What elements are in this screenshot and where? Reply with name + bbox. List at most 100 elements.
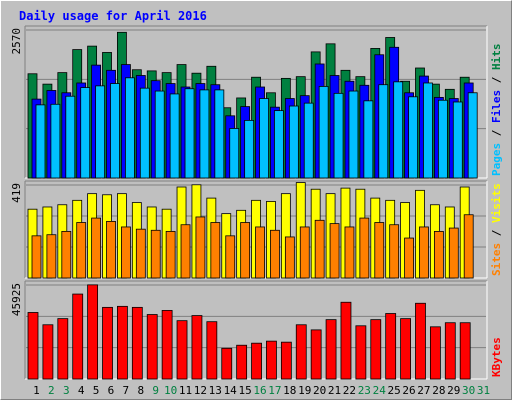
x-tick-label-day-1: 1: [33, 384, 40, 397]
x-tick-label-day-6: 6: [108, 384, 115, 397]
bar-sites-day-25: [389, 224, 400, 279]
bar-sites-day-10: [165, 230, 176, 279]
bar-sites-day-9: [150, 229, 161, 279]
bar-pages-day-22: [348, 90, 359, 179]
bar-kbytes-day-11: [176, 320, 188, 380]
bar-kbytes-day-28: [429, 326, 441, 380]
bar-sites-day-16: [255, 226, 265, 279]
bar-pages-day-11: [184, 88, 195, 179]
x-tick-label-day-12: 12: [194, 384, 207, 397]
bar-pages-day-2: [50, 103, 61, 179]
bar-kbytes-day-3: [57, 318, 69, 380]
x-tick-label-day-19: 19: [298, 384, 311, 397]
bar-sites-day-26: [404, 237, 414, 279]
x-tick-label-day-30: 30: [462, 384, 475, 397]
x-tick-label-day-4: 4: [78, 384, 85, 397]
legend-sites: Sites: [490, 243, 503, 276]
bar-pages-day-7: [125, 77, 135, 179]
bar-sites-day-6: [106, 221, 116, 279]
legend-files: Files: [490, 90, 503, 123]
x-tick-label-day-28: 28: [432, 384, 445, 397]
x-tick-label-day-17: 17: [268, 384, 281, 397]
bar-kbytes-day-21: [325, 319, 337, 380]
bar-sites-day-8: [135, 228, 146, 279]
x-tick-label-day-29: 29: [447, 384, 460, 397]
panel-kbytes-legend: KBytes: [490, 337, 503, 377]
bar-pages-day-13: [214, 89, 225, 179]
bar-kbytes-day-14: [221, 347, 233, 380]
bar-pages-day-30: [467, 92, 478, 179]
bar-pages-day-16: [259, 98, 269, 179]
bar-pages-day-25: [393, 81, 404, 179]
bar-sites-day-17: [270, 229, 280, 279]
bar-pages-day-20: [318, 86, 329, 179]
bar-kbytes-day-10: [161, 310, 173, 380]
x-tick-label-day-25: 25: [388, 384, 401, 397]
bar-kbytes-day-7: [117, 305, 128, 380]
bar-sites-day-24: [374, 222, 385, 279]
bar-sites-day-30: [463, 214, 474, 279]
bar-kbytes-day-4: [72, 293, 84, 380]
bar-kbytes-day-2: [42, 324, 54, 380]
x-tick-label-day-18: 18: [283, 384, 296, 397]
bar-kbytes-day-1: [27, 312, 39, 380]
bar-kbytes-day-22: [340, 301, 352, 380]
x-tick-label-day-5: 5: [93, 384, 100, 397]
bar-sites-day-13: [210, 222, 221, 279]
bar-pages-day-12: [199, 89, 210, 179]
bar-kbytes-day-15: [236, 344, 248, 380]
x-tick-label-day-8: 8: [137, 384, 144, 397]
bar-pages-day-8: [139, 87, 150, 179]
bar-pages-day-19: [303, 102, 314, 179]
bar-kbytes-day-12: [191, 315, 203, 380]
x-tick-label-day-21: 21: [328, 384, 341, 397]
x-tick-label-day-24: 24: [373, 384, 387, 397]
x-tick-label-day-13: 13: [209, 384, 222, 397]
bar-sites-day-12: [195, 216, 206, 279]
legend-separator: /: [490, 70, 503, 90]
bar-sites-day-18: [284, 236, 295, 279]
bar-pages-day-23: [363, 100, 374, 179]
bar-kbytes-day-19: [295, 324, 307, 380]
bar-sites-day-28: [433, 230, 444, 279]
bar-sites-day-5: [91, 217, 102, 279]
chart-title: Daily usage for April 2016: [19, 9, 207, 23]
bar-sites-day-1: [31, 235, 42, 279]
bar-pages-day-4: [80, 87, 91, 179]
legend-separator: /: [490, 123, 503, 143]
x-tick-label-day-15: 15: [238, 384, 251, 397]
bar-sites-day-23: [359, 217, 370, 279]
x-tick-label-day-20: 20: [313, 384, 326, 397]
panel-hits-ymax-label: 2570: [10, 28, 23, 55]
bar-kbytes-day-25: [385, 313, 397, 380]
bar-pages-day-24: [378, 84, 389, 179]
bar-kbytes-day-17: [266, 340, 277, 380]
x-tick-label-day-16: 16: [253, 384, 266, 397]
x-tick-label-day-23: 23: [358, 384, 371, 397]
bar-sites-day-20: [314, 219, 325, 279]
x-tick-label-day-7: 7: [123, 384, 130, 397]
bar-sites-day-2: [46, 234, 57, 279]
panel-visits-legend: Sites / Visits: [490, 183, 503, 276]
x-tick-label-day-9: 9: [152, 384, 159, 397]
x-tick-label-day-31: 31: [477, 384, 490, 397]
bar-kbytes-day-5: [87, 284, 99, 380]
panel-kbytes-ymax-label: 45925: [10, 283, 23, 316]
bar-kbytes-day-23: [355, 325, 367, 380]
bar-kbytes-day-27: [415, 302, 426, 380]
legend-separator: /: [490, 223, 503, 243]
bar-sites-day-19: [299, 226, 310, 279]
bar-pages-day-14: [229, 128, 240, 179]
panel-visits-ymax-label: 419: [10, 183, 23, 203]
bar-pages-day-26: [408, 96, 418, 179]
bar-kbytes-day-29: [444, 322, 456, 380]
bar-kbytes-day-13: [206, 321, 218, 380]
panel-hits-legend: Pages / Files / Hits: [490, 44, 503, 177]
bar-sites-day-29: [448, 227, 459, 279]
bar-sites-day-15: [240, 222, 251, 279]
bar-sites-day-4: [76, 222, 87, 279]
bar-pages-day-9: [154, 90, 165, 179]
bar-pages-day-17: [274, 110, 284, 179]
